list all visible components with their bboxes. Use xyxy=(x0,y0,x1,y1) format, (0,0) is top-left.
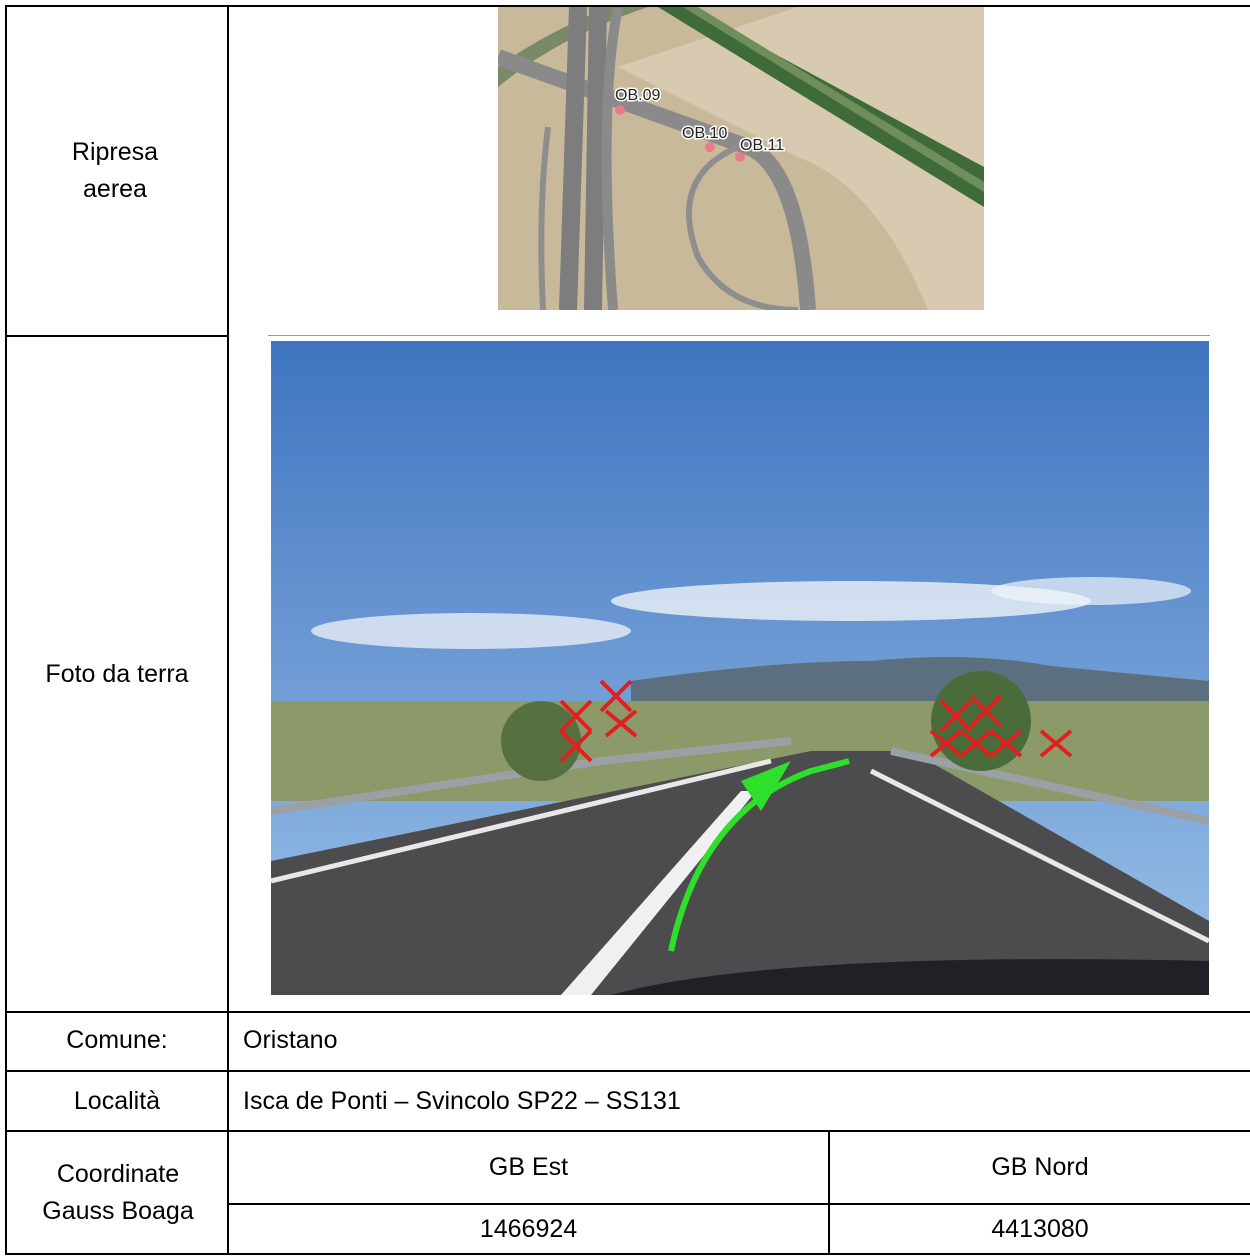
border xyxy=(5,5,1250,7)
row-value: Isca de Ponti – Svincolo SP22 – SS131 xyxy=(243,1086,681,1115)
column-header: GB Nord xyxy=(991,1152,1089,1181)
column-header: GB Est xyxy=(488,1152,569,1181)
coordinate-value: 4413080 xyxy=(991,1214,1089,1243)
map-label: OB.10 xyxy=(682,125,727,142)
border xyxy=(268,335,1210,336)
border xyxy=(5,5,7,1255)
border xyxy=(5,1130,1250,1132)
border xyxy=(828,1130,830,1255)
border xyxy=(5,1253,1250,1255)
map-label: OB.11 xyxy=(740,137,784,154)
border xyxy=(228,1203,1250,1205)
map-label: OB.09 xyxy=(615,87,660,104)
row-label: Comune: xyxy=(66,1026,168,1054)
coordinate-value: 1466924 xyxy=(479,1214,578,1243)
border xyxy=(227,5,229,1255)
row-label: Foto da terra xyxy=(45,659,189,688)
row-label: Coordinate Gauss Boaga xyxy=(42,1160,194,1225)
row-value: Oristano xyxy=(243,1026,338,1054)
aerial-image: OB.09 OB.10 OB.11 xyxy=(498,7,984,310)
ground-photo xyxy=(271,341,1209,995)
row-label: Località xyxy=(73,1086,161,1115)
border xyxy=(5,1070,1250,1072)
border xyxy=(5,335,229,337)
row-label: Ripresa aerea xyxy=(71,137,159,204)
border xyxy=(5,1011,1250,1013)
